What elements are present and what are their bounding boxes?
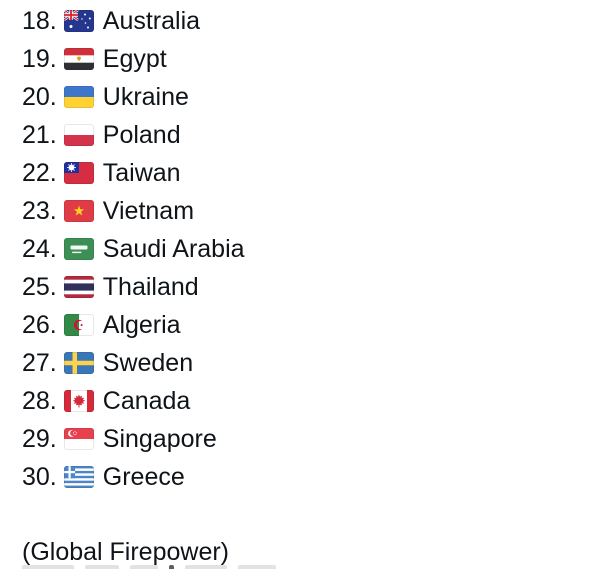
country-name: Vietnam: [102, 196, 195, 225]
country-name: Saudi Arabia: [102, 234, 245, 263]
country-name: Taiwan: [102, 158, 181, 187]
ranking-item: 24. Saudi Arabia: [22, 230, 600, 268]
singapore-flag-icon: [63, 428, 94, 450]
ranking-item: 30. Greece: [22, 458, 600, 496]
country-name: Thailand: [102, 272, 199, 301]
sweden-flag-icon: [63, 352, 94, 374]
ranking-item: 27. Sweden: [22, 344, 600, 382]
country-name: Australia: [102, 6, 201, 35]
taiwan-flag-icon: [63, 162, 94, 184]
rank-number: 20.: [22, 82, 57, 111]
country-name: Canada: [102, 386, 191, 415]
country-name: Algeria: [102, 310, 181, 339]
cropped-text-fragment: [85, 565, 119, 569]
ranking-item: 18. Australia: [22, 2, 600, 40]
ranking-item: 26. Algeria: [22, 306, 600, 344]
cropped-text-fragment: [130, 565, 158, 569]
rank-number: 19.: [22, 44, 57, 73]
rank-number: 29.: [22, 424, 57, 453]
canada-flag-icon: [63, 390, 94, 412]
cropped-next-line-remnant: [22, 565, 276, 569]
rank-number: 22.: [22, 158, 57, 187]
ranking-item: 29. Singapore: [22, 420, 600, 458]
rank-number: 18.: [22, 6, 57, 35]
source-attribution: (Global Firepower): [22, 538, 230, 566]
rank-number: 24.: [22, 234, 57, 263]
vietnam-flag-icon: [63, 200, 94, 222]
country-name: Poland: [102, 120, 181, 149]
ranking-item: 28. Canada: [22, 382, 600, 420]
ranking-item: 25. Thailand: [22, 268, 600, 306]
country-name: Ukraine: [102, 82, 189, 111]
ranking-item: 21. Poland: [22, 116, 600, 154]
rank-number: 28.: [22, 386, 57, 415]
country-name: Singapore: [102, 424, 217, 453]
saudi-arabia-flag-icon: [63, 238, 94, 260]
cropped-text-fragment: [169, 565, 174, 569]
rank-number: 30.: [22, 462, 57, 491]
ranking-item: 22. Taiwan: [22, 154, 600, 192]
ukraine-flag-icon: [63, 86, 94, 108]
cropped-text-fragment: [22, 565, 74, 569]
thailand-flag-icon: [63, 276, 94, 298]
rank-number: 23.: [22, 196, 57, 225]
country-name: Sweden: [102, 348, 194, 377]
cropped-text-fragment: [238, 565, 276, 569]
rank-number: 25.: [22, 272, 57, 301]
country-ranking-list: 18. Australia 19.: [22, 2, 600, 496]
australia-flag-icon: [63, 10, 94, 32]
rank-number: 27.: [22, 348, 57, 377]
ranking-item: 23. Vietnam: [22, 192, 600, 230]
rank-number: 26.: [22, 310, 57, 339]
algeria-flag-icon: [63, 314, 94, 336]
country-name: Greece: [102, 462, 185, 491]
cropped-text-fragment: [185, 565, 227, 569]
ranking-item: 19. Egypt: [22, 40, 600, 78]
rank-number: 21.: [22, 120, 57, 149]
country-name: Egypt: [102, 44, 167, 73]
egypt-flag-icon: [63, 48, 94, 70]
ranking-item: 20. Ukraine: [22, 78, 600, 116]
poland-flag-icon: [63, 124, 94, 146]
greece-flag-icon: [63, 466, 94, 488]
